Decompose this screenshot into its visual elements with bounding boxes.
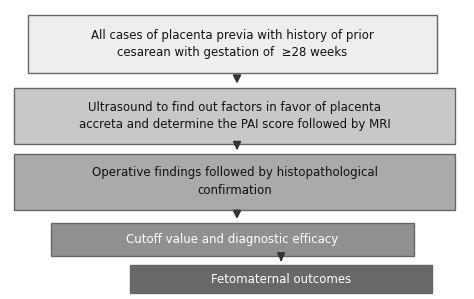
Text: Cutoff value and diagnostic efficacy: Cutoff value and diagnostic efficacy xyxy=(126,233,338,246)
FancyBboxPatch shape xyxy=(28,15,437,73)
FancyBboxPatch shape xyxy=(14,88,456,144)
Text: Operative findings followed by histopathological
confirmation: Operative findings followed by histopath… xyxy=(91,167,378,197)
FancyBboxPatch shape xyxy=(51,223,413,257)
Text: Fetomaternal outcomes: Fetomaternal outcomes xyxy=(211,273,351,286)
FancyBboxPatch shape xyxy=(130,265,432,293)
Text: All cases of placenta previa with history of prior
cesarean with gestation of  ≥: All cases of placenta previa with histor… xyxy=(91,29,374,59)
FancyBboxPatch shape xyxy=(14,154,456,210)
Text: Ultrasound to find out factors in favor of placenta
accreta and determine the PA: Ultrasound to find out factors in favor … xyxy=(79,100,391,131)
